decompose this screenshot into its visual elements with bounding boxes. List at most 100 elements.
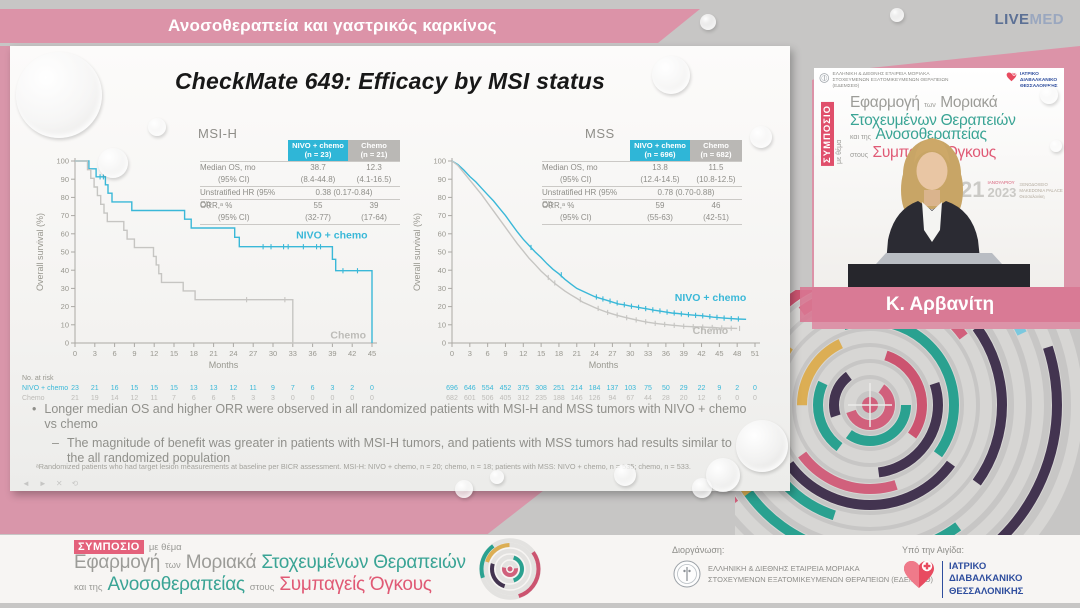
svg-text:24: 24 <box>590 349 598 358</box>
at-risk-value: 22 <box>698 385 706 392</box>
table-row: ORR,ᵃ % 55 39 <box>200 198 400 212</box>
mss-col-chemo: Chemo (n = 682) <box>690 140 742 161</box>
svg-text:50: 50 <box>61 248 69 257</box>
bubble-decoration <box>736 420 788 472</box>
panel-label-msih: MSI-H <box>198 126 238 141</box>
header-banner: Ανοσοθεραπεία και γαστρικός καρκίνος <box>0 9 700 43</box>
svg-text:36: 36 <box>308 349 316 358</box>
at-risk-value: 15 <box>150 385 158 392</box>
svg-text:90: 90 <box>61 175 69 184</box>
svg-text:80: 80 <box>61 193 69 202</box>
at-risk-value: 646 <box>464 385 476 392</box>
at-risk-value: 0 <box>350 395 354 402</box>
at-risk-value: 0 <box>753 385 757 392</box>
svg-text:21: 21 <box>573 349 581 358</box>
svg-text:3: 3 <box>93 349 97 358</box>
at-risk-value: 6 <box>212 395 216 402</box>
msih-col-nivo: NIVO + chemo (n = 23) <box>288 140 348 161</box>
at-risk-value: 0 <box>291 395 295 402</box>
svg-text:40: 40 <box>61 266 69 275</box>
at-risk-value: 0 <box>735 395 739 402</box>
bubble-decoration <box>490 470 504 484</box>
at-risk-value: 12 <box>230 385 238 392</box>
at-risk-value: 601 <box>464 395 476 402</box>
ghost-annotation-icons: ◄ ► ✕ ⟲ <box>22 479 79 488</box>
session-title: Ανοσοθεραπεία και γαστρικός καρκίνος <box>168 16 497 35</box>
svg-text:70: 70 <box>61 211 69 220</box>
curve-Chemo <box>451 160 738 330</box>
at-risk-value: 251 <box>553 385 565 392</box>
at-risk-row-label: NIVO + chemo <box>22 385 68 392</box>
table-row: (95% CI) (55-63) (42-51) <box>542 212 742 225</box>
at-risk-value: 554 <box>482 385 494 392</box>
svg-text:30: 30 <box>61 284 69 293</box>
msih-col-chemo: Chemo (n = 21) <box>348 140 400 161</box>
aegis-label: Υπό την Αιγίδα: <box>902 545 964 555</box>
svg-text:18: 18 <box>190 349 198 358</box>
at-risk-value: 6 <box>311 385 315 392</box>
at-risk-value: 137 <box>607 385 619 392</box>
at-risk-value: 5 <box>231 395 235 402</box>
at-risk-value: 308 <box>535 385 547 392</box>
svg-text:100: 100 <box>433 157 446 166</box>
speaker-figure <box>848 138 1030 287</box>
svg-text:80: 80 <box>438 193 446 202</box>
bubble-decoration <box>1040 86 1058 104</box>
at-risk-value: 7 <box>291 385 295 392</box>
svg-text:36: 36 <box>662 349 670 358</box>
svg-text:45: 45 <box>368 349 376 358</box>
at-risk-value: 75 <box>644 385 652 392</box>
table-row: (95% CI) (12.4-14.5) (10.8-12.5) <box>560 174 736 184</box>
svg-text:33: 33 <box>644 349 652 358</box>
svg-text:10: 10 <box>438 320 446 329</box>
at-risk-value: 2 <box>735 385 739 392</box>
svg-text:20: 20 <box>61 302 69 311</box>
at-risk-value: 67 <box>626 395 634 402</box>
at-risk-value: 12 <box>698 395 706 402</box>
svg-text:0: 0 <box>65 339 69 348</box>
y-axis-label: Overall survival (%) <box>412 213 422 291</box>
poster-date: 21 ΙΑΝΟΥΑΡΙΟΥ 2023 ΞΕΝΟΔΟΧΕΙΟ MAKEDONIA PA… <box>960 177 1063 202</box>
slide-title: CheckMate 649: Efficacy by MSI status <box>174 68 606 94</box>
bullet-1: • Longer median OS and higher ORR were ob… <box>32 402 747 432</box>
bubble-decoration <box>614 464 636 486</box>
svg-text:15: 15 <box>170 349 178 358</box>
speaker-video: ΕΛΛΗΝΙΚΗ & ΔΙΕΘΝΗΣ ΕΤΑΙΡΕΙΑ ΜΟΡΙΑΚΑ ΣΤΟΧ… <box>814 68 1064 287</box>
svg-text:0: 0 <box>442 339 446 348</box>
svg-text:0: 0 <box>73 349 77 358</box>
svg-text:51: 51 <box>751 349 759 358</box>
at-risk-value: 126 <box>589 395 601 402</box>
svg-text:45: 45 <box>715 349 723 358</box>
at-risk-row-label: Chemo <box>22 395 45 402</box>
at-risk-value: 405 <box>500 395 512 402</box>
org-label: Διοργάνωση: <box>672 545 725 555</box>
at-risk-value: 3 <box>251 395 255 402</box>
bubble-decoration <box>652 56 690 94</box>
svg-text:48: 48 <box>733 349 741 358</box>
at-risk-value: 21 <box>91 385 99 392</box>
livemed-logo: LIVEMED <box>994 11 1064 28</box>
mss-results-table: NIVO + chemo (n = 696) Chemo (n = 682) Med… <box>542 140 742 225</box>
svg-text:21: 21 <box>209 349 217 358</box>
at-risk-value: 103 <box>624 385 636 392</box>
presentation-slide: CheckMate 649: Efficacy by MSI status MS… <box>10 46 790 491</box>
mss-col-nivo: NIVO + chemo (n = 696) <box>630 140 690 161</box>
at-risk-value: 3 <box>271 395 275 402</box>
svg-text:39: 39 <box>680 349 688 358</box>
at-risk-value: 15 <box>170 385 178 392</box>
at-risk-value: 23 <box>71 385 79 392</box>
at-risk-value: 188 <box>553 395 565 402</box>
svg-text:18: 18 <box>555 349 563 358</box>
curve-NIVO + chemo <box>451 160 747 320</box>
svg-text:3: 3 <box>468 349 472 358</box>
heart-cross-icon <box>1006 72 1017 82</box>
svg-text:9: 9 <box>132 349 136 358</box>
svg-text:12: 12 <box>150 349 158 358</box>
at-risk-value: 6 <box>192 395 196 402</box>
table-row: Median OS, mo 13.8 11.5 <box>542 160 742 174</box>
at-risk-value: 6 <box>717 395 721 402</box>
